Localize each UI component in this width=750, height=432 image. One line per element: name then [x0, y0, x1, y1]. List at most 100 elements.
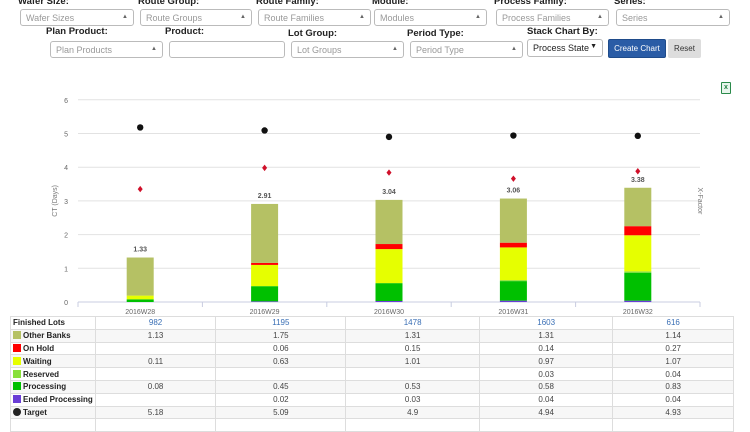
- row-label-text: On Hold: [23, 343, 55, 353]
- table-cell: 1.75: [215, 328, 347, 343]
- bar-segment-processing: [624, 272, 652, 301]
- filter-select[interactable]: Series ▲: [616, 9, 730, 26]
- table-cell[interactable]: 1195: [215, 316, 347, 330]
- table-row: Finished Lots 982 1195 1478 1603 616: [10, 316, 734, 330]
- target-marker: [510, 132, 517, 139]
- lot-group-label: Lot Group:: [288, 28, 338, 39]
- caret-icon: ▲: [597, 14, 603, 20]
- filter-select[interactable]: Modules ▲: [374, 9, 487, 26]
- table-cell[interactable]: 616: [612, 316, 734, 330]
- x-tick-label: 2016W30: [374, 309, 404, 316]
- table-cell: 0.58: [478, 379, 614, 394]
- filter-select[interactable]: Process Families ▲: [496, 9, 609, 26]
- plan-product-placeholder: Plan Products: [56, 45, 113, 55]
- bar-total-label: 3.38: [631, 177, 645, 184]
- table-cell: 0.63: [215, 354, 347, 369]
- bar-segment-other-banks: [126, 257, 154, 296]
- bar-segment-other-banks: [375, 199, 403, 245]
- excel-export-icon[interactable]: x: [721, 82, 731, 94]
- filter-label: Module:: [372, 0, 409, 7]
- row-label-text: Reserved: [23, 369, 60, 379]
- table-cell: [215, 367, 347, 381]
- table-cell: 0.27: [612, 341, 734, 356]
- table-cell: 0.14: [478, 341, 614, 356]
- bar-segment-on-hold: [375, 244, 403, 250]
- table-cell: 1.31: [478, 328, 614, 343]
- table-cell[interactable]: 1478: [345, 316, 480, 330]
- create-chart-button[interactable]: Create Chart: [608, 39, 666, 58]
- table-cell: 0.45: [215, 379, 347, 394]
- reset-button[interactable]: Reset: [668, 39, 701, 58]
- table-row: Waiting 0.11 0.63 1.01 0.97 1.07: [10, 354, 734, 369]
- caret-icon: ▲: [122, 14, 128, 20]
- table-cell: 0.04: [612, 367, 734, 381]
- table-cell: 4.94: [478, 405, 614, 420]
- stack-by-select[interactable]: Process State ▼: [527, 39, 603, 57]
- row-label-text: Finished Lots: [13, 318, 65, 328]
- x-factor-marker: [510, 175, 516, 182]
- plan-product-select[interactable]: Plan Products ▲: [50, 41, 163, 58]
- bar-segment-waiting: [126, 295, 154, 300]
- table-row: Ended Processing 0.02 0.03 0.04 0.04: [10, 392, 734, 407]
- bar-segment-ended-processing: [499, 300, 527, 302]
- table-cell: 1.14: [612, 328, 734, 343]
- bar-segment-waiting: [375, 249, 403, 284]
- target-marker: [385, 133, 393, 141]
- bar-total-label: 3.04: [382, 189, 396, 196]
- x-factor-marker: [137, 185, 143, 193]
- filter-select[interactable]: Route Families ▲: [258, 9, 371, 26]
- target-marker-icon: [13, 407, 21, 416]
- ct-chart: 0 1 2 3 4 5 6 CT (Days) X-Factor 2016W28 1.33 2016W…: [52, 98, 703, 316]
- filter-label: Series:: [614, 0, 646, 7]
- target-marker: [634, 132, 641, 140]
- filter-placeholder: Route Groups: [146, 13, 203, 23]
- legend-swatch: [13, 356, 21, 365]
- table-cell: 1.01: [345, 354, 480, 369]
- row-label: Reserved: [10, 367, 96, 381]
- row-label-text: Ended Processing: [23, 395, 93, 405]
- table-cell[interactable]: 1603: [478, 316, 614, 330]
- x-factor-marker: [635, 168, 641, 175]
- bar-segment-on-hold: [499, 242, 527, 248]
- filter-select[interactable]: Route Groups ▲: [140, 9, 252, 26]
- table-cell: 1.31: [345, 328, 480, 343]
- table-cell: 5.18: [94, 405, 217, 420]
- table-cell: [94, 341, 217, 356]
- product-input[interactable]: [169, 41, 285, 58]
- data-table: Finished Lots 982 1195 1478 1603 616 Other Ban…: [10, 316, 734, 432]
- table-cell: 0.04: [612, 392, 734, 407]
- bar-total-label: 1.33: [133, 247, 147, 254]
- period-type-select[interactable]: Period Type ▲: [410, 41, 523, 58]
- y-tick-label: 3: [64, 199, 68, 206]
- stack-by-label: Stack Chart By:: [527, 26, 598, 37]
- table-cell[interactable]: 982: [94, 316, 217, 330]
- caret-icon: ▲: [718, 14, 724, 20]
- caret-icon: ▲: [359, 14, 365, 20]
- table-cell: 0.53: [345, 379, 480, 394]
- filter-placeholder: Process Families: [502, 13, 571, 23]
- caret-icon: ▲: [475, 14, 481, 20]
- row-label: Processing: [10, 379, 96, 394]
- x-tick-label: 2016W32: [623, 309, 653, 316]
- x-tick-label: 2016W31: [498, 309, 528, 316]
- target-marker: [261, 127, 268, 134]
- table-row: Target 5.18 5.09 4.9 4.94 4.93: [10, 405, 734, 420]
- caret-icon: ▲: [392, 46, 398, 52]
- filter-select[interactable]: Wafer Sizes ▲: [20, 9, 134, 26]
- table-row: Reserved 0.03 0.04: [10, 367, 734, 381]
- lot-group-placeholder: Lot Groups: [297, 45, 342, 55]
- bar-total-label: 3.06: [507, 188, 521, 195]
- lot-group-select[interactable]: Lot Groups ▲: [291, 41, 404, 58]
- table-cell: 0.03: [345, 392, 480, 407]
- y-tick-label: 6: [64, 98, 68, 105]
- product-label: Product:: [165, 26, 205, 37]
- filter-placeholder: Modules: [380, 13, 415, 23]
- bar-segment-ended-processing: [624, 300, 652, 302]
- row-label: Waiting: [10, 354, 96, 369]
- table-cell: 5.09: [215, 405, 347, 420]
- bar-segment-processing: [499, 281, 527, 301]
- legend-swatch: [13, 343, 21, 352]
- caret-icon: ▲: [151, 46, 157, 52]
- filter-label: Wafer Size:: [18, 0, 69, 7]
- filter-label: Route Group:: [138, 0, 200, 7]
